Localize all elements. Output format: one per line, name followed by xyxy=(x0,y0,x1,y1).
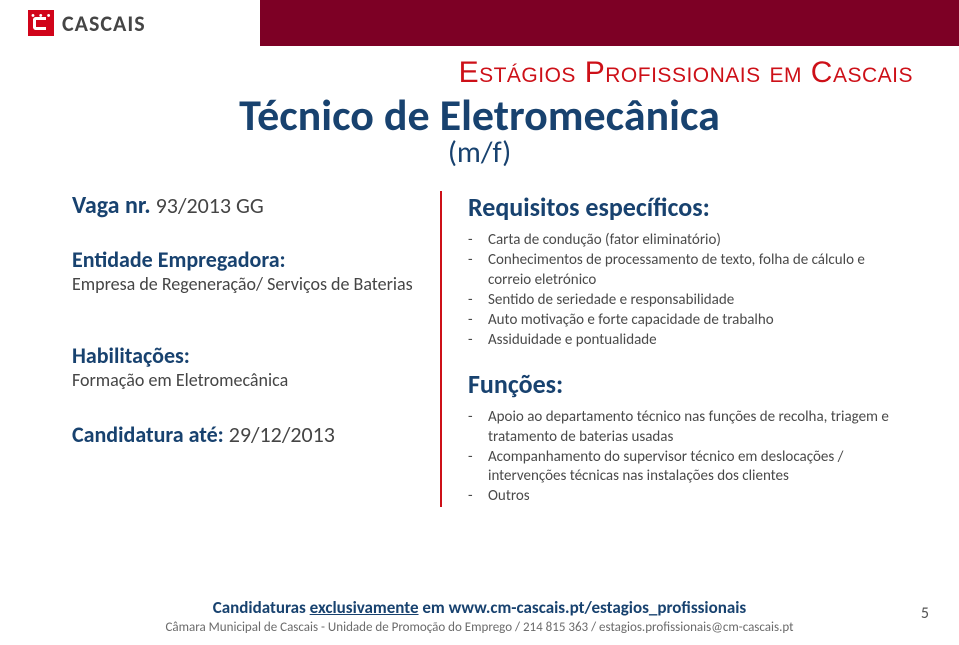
function-text: Acompanhamento do supervisor técnico em … xyxy=(488,448,903,486)
deadline-block: Candidatura até: 29/12/2013 xyxy=(72,421,420,448)
job-title: Técnico de Eletromecânica xyxy=(0,92,959,138)
footer: Candidaturas exclusivamente em www.cm-ca… xyxy=(0,597,959,635)
employer-block: Entidade Empregadora: Empresa de Regener… xyxy=(72,246,420,296)
left-column: Vaga nr. 93/2013 GG Entidade Empregadora… xyxy=(72,191,440,507)
banner-title: Estágios Profissionais em Cascais xyxy=(0,46,959,90)
footer-text: Candidaturas xyxy=(213,597,310,618)
job-gender: (m/f) xyxy=(0,134,959,171)
deadline-label: Candidatura até: xyxy=(72,421,224,448)
page-number: 5 xyxy=(921,604,929,623)
list-item: -Carta de condução (fator eliminatório) xyxy=(468,231,903,250)
vacancy-value: 93/2013 GG xyxy=(151,192,264,219)
deadline-value: 29/12/2013 xyxy=(224,421,335,448)
function-text: Apoio ao departamento técnico nas funçõe… xyxy=(488,408,903,446)
vacancy-label: Vaga nr. xyxy=(72,191,151,220)
footer-text: em xyxy=(419,597,449,618)
vacancy-block: Vaga nr. 93/2013 GG xyxy=(72,191,420,220)
list-item: -Sentido de seriedade e responsabilidade xyxy=(468,291,903,310)
functions-title: Funções: xyxy=(468,368,903,400)
functions-list: -Apoio ao departamento técnico nas funçõ… xyxy=(468,408,903,506)
qualifications-value: Formação em Eletromecânica xyxy=(72,369,420,392)
footer-url: www.cm-cascais.pt/estagios_profissionais xyxy=(449,597,747,618)
brand-name: CASCAIS xyxy=(62,10,146,37)
qualifications-label: Habilitações: xyxy=(72,342,420,369)
brand-logo: • • • CASCAIS xyxy=(0,10,146,37)
list-item: -Acompanhamento do supervisor técnico em… xyxy=(468,448,903,486)
list-item: -Auto motivação e forte capacidade de tr… xyxy=(468,311,903,330)
brand-icon: • • • xyxy=(28,10,54,36)
right-column: Requisitos específicos: -Carta de conduç… xyxy=(440,191,903,507)
requirement-text: Conhecimentos de processamento de texto,… xyxy=(488,251,903,289)
requirement-text: Auto motivação e forte capacidade de tra… xyxy=(488,311,774,330)
requirement-text: Carta de condução (fator eliminatório) xyxy=(488,231,721,250)
header-bar: • • • CASCAIS xyxy=(0,0,959,46)
requirements-title: Requisitos específicos: xyxy=(468,191,903,223)
footer-text-underline: exclusivamente xyxy=(310,597,419,618)
function-text: Outros xyxy=(488,487,530,506)
requirements-list: -Carta de condução (fator eliminatório) … xyxy=(468,231,903,350)
list-item: -Outros xyxy=(468,487,903,506)
footer-line2: Câmara Municipal de Cascais - Unidade de… xyxy=(0,620,959,635)
employer-label: Entidade Empregadora: xyxy=(72,246,420,273)
list-item: -Conhecimentos de processamento de texto… xyxy=(468,251,903,289)
list-item: -Assiduidade e pontualidade xyxy=(468,331,903,350)
content-columns: Vaga nr. 93/2013 GG Entidade Empregadora… xyxy=(0,191,959,507)
list-item: -Apoio ao departamento técnico nas funçõ… xyxy=(468,408,903,446)
requirement-text: Sentido de seriedade e responsabilidade xyxy=(488,291,734,310)
employer-value: Empresa de Regeneração/ Serviços de Bate… xyxy=(72,273,420,296)
qualifications-block: Habilitações: Formação em Eletromecânica xyxy=(72,342,420,392)
footer-line1: Candidaturas exclusivamente em www.cm-ca… xyxy=(0,597,959,618)
requirement-text: Assiduidade e pontualidade xyxy=(488,331,657,350)
